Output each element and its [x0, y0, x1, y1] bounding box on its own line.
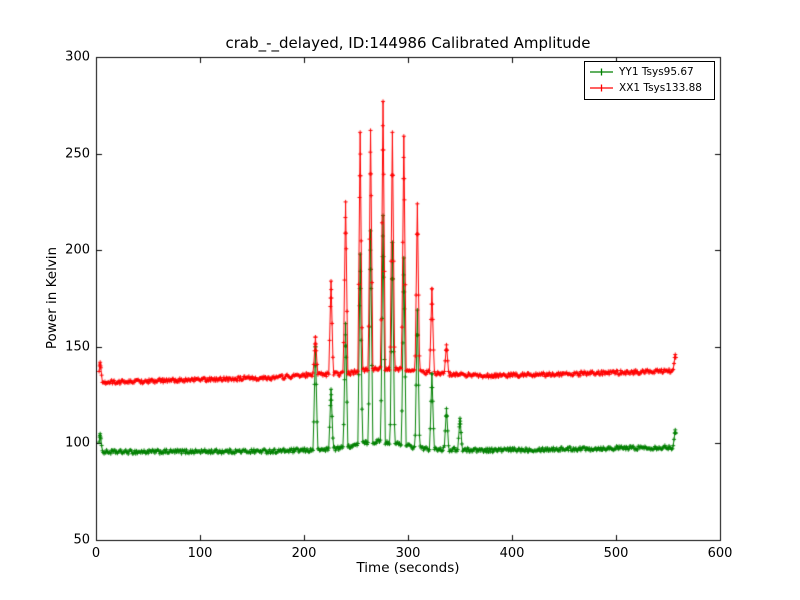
x-tick-label: 200: [291, 546, 317, 561]
x-tick-label: 500: [603, 546, 629, 561]
y-tick-label: 100: [65, 435, 90, 451]
chart-title: crab_-_delayed, ID:144986 Calibrated Amp…: [225, 34, 591, 52]
x-tick-label: 0: [91, 546, 101, 561]
legend: YY1 Tsys95.67 XX1 Tsys133.88: [584, 61, 715, 100]
y-tick-label: 200: [65, 242, 90, 258]
x-tick-label: 100: [187, 546, 213, 561]
y-tick-label: 300: [65, 49, 90, 65]
y-axis-label: Power in Kelvin: [44, 246, 60, 350]
y-tick-label: 50: [73, 532, 90, 548]
legend-line-marker-icon: [590, 68, 613, 76]
x-tick-label: 300: [395, 546, 421, 561]
x-tick-label: 600: [707, 546, 733, 561]
legend-line-marker-icon: [590, 84, 613, 92]
x-axis-label: Time (seconds): [356, 560, 460, 576]
legend-item: YY1 Tsys95.67: [589, 64, 710, 80]
legend-label: YY1 Tsys95.67: [619, 66, 694, 78]
y-tick-label: 250: [65, 146, 90, 162]
x-tick-label: 400: [499, 546, 525, 561]
legend-label: XX1 Tsys133.88: [619, 82, 702, 94]
y-tick-label: 150: [65, 339, 90, 355]
legend-item: XX1 Tsys133.88: [589, 80, 710, 96]
